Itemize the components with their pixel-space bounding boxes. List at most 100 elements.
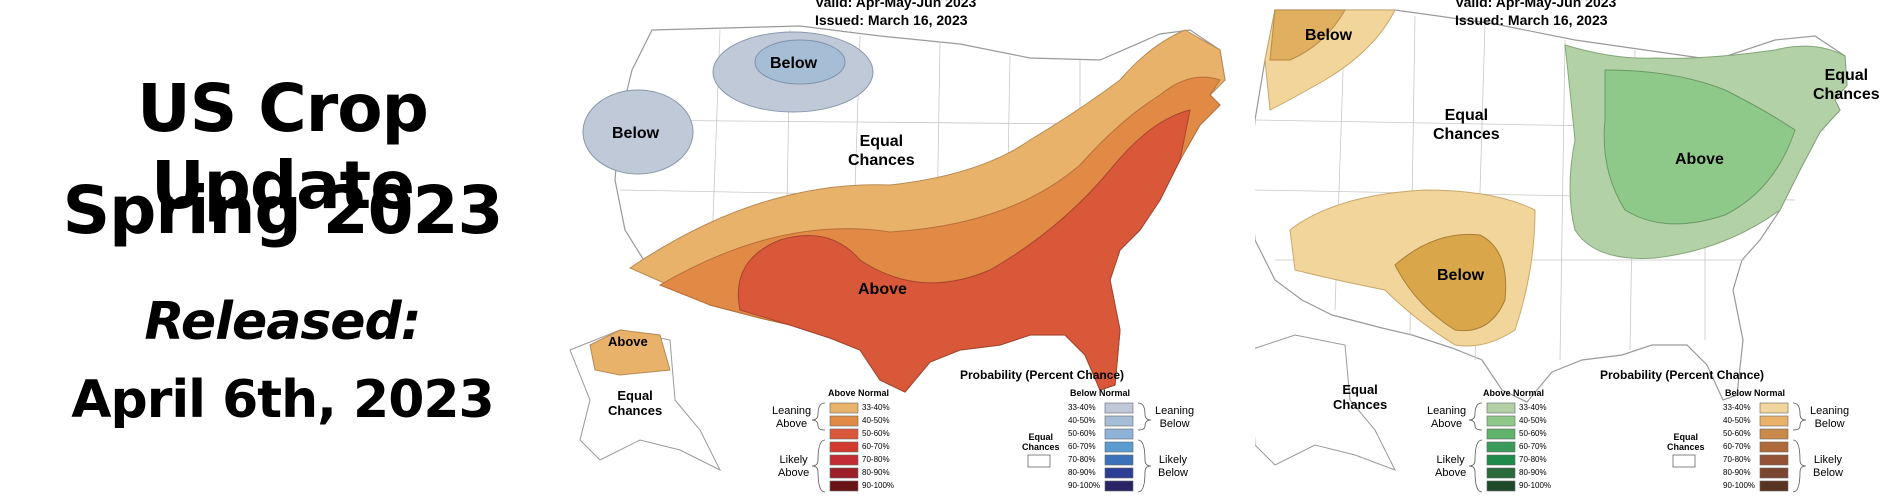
temp-region-alaska-above: Above — [608, 334, 648, 349]
title-block: US Crop Update Spring 2023 Released: Apr… — [0, 0, 565, 500]
legend-below-swatch — [1104, 428, 1134, 440]
precipitation-outlook-map: Valid: Apr-May-Jun 2023 Issued: March 16… — [1255, 0, 1900, 500]
legend-row-label: 60-70% — [1723, 442, 1751, 451]
legend-above-swatch — [829, 402, 859, 414]
title-released-label: Released: — [144, 292, 421, 352]
precip-region-below-nw: Below — [1305, 27, 1353, 44]
legend-row-label: 40-50% — [1519, 416, 1547, 425]
temp-equal-line1: Equal — [859, 133, 904, 150]
legend-row-label: 90-100% — [862, 481, 895, 490]
legend-below-swatch — [1759, 454, 1789, 466]
precip-legend-title: Probability (Percent Chance) — [1600, 368, 1765, 382]
legend-above-swatch — [829, 467, 859, 479]
temp-legend-equal: Equal Chances — [1022, 432, 1060, 452]
below-nw-inner — [1269, 9, 1346, 61]
temp-issued: Issued: March 16, 2023 — [815, 12, 968, 28]
legend-equal-swatch — [1672, 454, 1696, 468]
legend-above-swatch — [1486, 454, 1516, 466]
legend-below-swatch — [1104, 467, 1134, 479]
legend-row-label: 90-100% — [1519, 481, 1552, 490]
legend-row-label: 90-100% — [1723, 481, 1756, 490]
title-line-1: US Crop Update — [137, 70, 429, 224]
legend-above-swatches — [1486, 402, 1516, 492]
legend-row-label: 90-100% — [1068, 481, 1101, 490]
legend-above-swatch — [1486, 480, 1516, 492]
temp-legend-leaning-below: Leaning Below — [1155, 405, 1195, 430]
below-sw-inner — [1394, 233, 1507, 332]
precip-region-above-mw: Above — [1675, 151, 1724, 168]
legend-row-label: 33-40% — [862, 403, 890, 412]
temperature-outlook-map: Valid: Apr-May-Jun 2023 Issued: March 16… — [560, 0, 1260, 500]
legend-above-swatch — [1486, 402, 1516, 414]
precip-legend-leaning-below: Leaning Below — [1810, 405, 1850, 430]
legend-bracket-left-likely — [811, 439, 826, 493]
legend-row-label: 80-90% — [862, 468, 890, 477]
precip-legend-leaning-above: Leaning Above — [1427, 405, 1467, 430]
legend-bracket-right-likely — [1137, 439, 1152, 493]
temp-legend-likely-above: Likely Above — [778, 454, 810, 479]
precip-legend-equal: Equal Chances — [1667, 432, 1705, 452]
legend-below-swatch — [1104, 441, 1134, 453]
legend-below-swatch — [1759, 441, 1789, 453]
legend-below-swatches — [1104, 402, 1134, 492]
below-west-region — [582, 89, 694, 175]
precip-legend-likely-above: Likely Above — [1435, 454, 1467, 479]
precip-region-equal-ne: Equal Chances — [1813, 67, 1880, 103]
temp-region-below-north: Below — [770, 55, 818, 72]
legend-above-swatch — [1486, 441, 1516, 453]
legend-row-label: 33-40% — [1068, 403, 1096, 412]
legend-row-label: 80-90% — [1723, 468, 1751, 477]
legend-row-label: 40-50% — [1723, 416, 1751, 425]
temp-legend-below-header: Below Normal — [1070, 388, 1131, 398]
temp-valid: Valid: Apr-May-Jun 2023 — [815, 0, 977, 10]
legend-above-swatch — [1486, 428, 1516, 440]
alaska-outline — [1255, 334, 1397, 471]
legend-above-swatch — [829, 428, 859, 440]
precip-legend-above-header: Above Normal — [1483, 388, 1545, 398]
precip-issued: Issued: March 16, 2023 — [1455, 12, 1608, 28]
legend-above-swatch — [829, 480, 859, 492]
temp-legend-leaning-above: Leaning Above — [772, 405, 812, 430]
legend-row-label: 70-80% — [1068, 455, 1096, 464]
legend-row-label: 70-80% — [1519, 455, 1547, 464]
title-release-date: April 6th, 2023 — [71, 370, 495, 430]
precip-region-below-sw: Below — [1437, 267, 1485, 284]
legend-row-label: 33-40% — [1723, 403, 1751, 412]
legend-bracket-right-leaning — [1792, 402, 1807, 431]
legend-bracket-left-likely — [1468, 439, 1483, 493]
legend-bracket-right-likely — [1792, 439, 1807, 493]
precip-legend-likely-below: Likely Below — [1813, 454, 1843, 479]
legend-below-swatch — [1104, 454, 1134, 466]
legend-row-label: 40-50% — [1068, 416, 1096, 425]
legend-row-label: 50-60% — [1519, 429, 1547, 438]
legend-below-swatch — [1759, 467, 1789, 479]
legend-bracket-left-leaning — [811, 402, 826, 431]
precip-region-equal-west: Equal Chances — [1433, 107, 1500, 143]
legend-bracket-left-leaning — [1468, 402, 1483, 431]
temp-region-alaska-equal: Equal Chances — [608, 388, 663, 418]
legend-below-swatch — [1759, 402, 1789, 414]
legend-below-swatch — [1759, 415, 1789, 427]
legend-below-swatch — [1104, 402, 1134, 414]
legend-below-swatch — [1104, 415, 1134, 427]
legend-above-swatch — [829, 415, 859, 427]
legend-row-label: 70-80% — [862, 455, 890, 464]
below-north-inner — [754, 39, 846, 85]
precip-map-svg — [1255, 9, 1848, 493]
temp-legend-title: Probability (Percent Chance) — [960, 368, 1125, 382]
legend-row-label: 50-60% — [1068, 429, 1096, 438]
legend-above-swatches — [829, 402, 859, 492]
legend-below-swatch — [1104, 480, 1134, 492]
legend-row-label: 70-80% — [1723, 455, 1751, 464]
temperature-map-svg — [569, 25, 1226, 493]
above-mw-inner — [1603, 69, 1796, 225]
legend-row-label: 50-60% — [1723, 429, 1751, 438]
legend-below-swatch — [1759, 428, 1789, 440]
legend-row-label: 33-40% — [1519, 403, 1547, 412]
legend-below-swatch — [1759, 480, 1789, 492]
above-50-region — [737, 109, 1191, 393]
temp-equal-line2: Chances — [848, 152, 915, 169]
temp-legend-above-header: Above Normal — [828, 388, 890, 398]
precip-valid: Valid: Apr-May-Jun 2023 — [1455, 0, 1617, 10]
precip-region-alaska-equal: Equal Chances — [1333, 382, 1388, 412]
